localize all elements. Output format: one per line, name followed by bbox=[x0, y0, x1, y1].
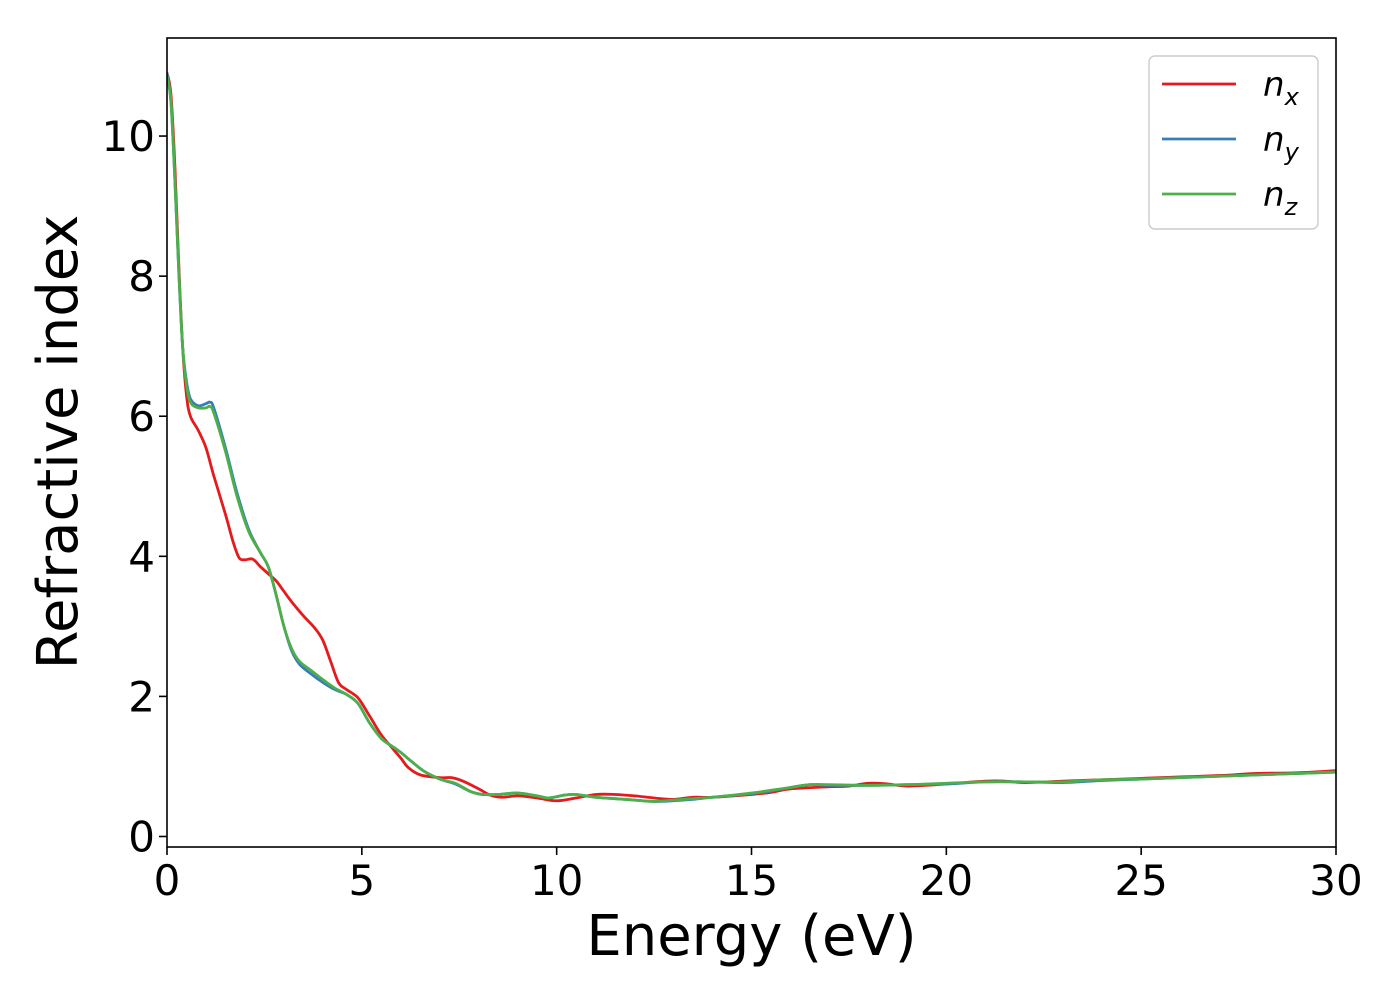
x-tick-label: 0 bbox=[154, 856, 181, 905]
legend-box bbox=[1148, 55, 1319, 230]
y-tick-label: 8 bbox=[128, 252, 155, 301]
y-tick-label: 4 bbox=[128, 532, 155, 581]
x-tick-label: 30 bbox=[1309, 856, 1362, 905]
x-tick-label: 10 bbox=[530, 856, 583, 905]
series-line-nz bbox=[167, 75, 1336, 803]
x-tick-label: 25 bbox=[1114, 856, 1167, 905]
x-tick-label: 15 bbox=[725, 856, 778, 905]
plot-frame bbox=[166, 37, 1337, 848]
y-axis-ticks: 0 2 4 6 8 10 bbox=[102, 112, 167, 861]
x-tick-label: 20 bbox=[920, 856, 973, 905]
series-layer bbox=[167, 71, 1336, 803]
x-axis-ticks: 0 5 10 15 20 25 30 bbox=[154, 847, 1363, 905]
y-axis-label: Refractive index bbox=[26, 215, 91, 670]
y-tick-label: 6 bbox=[128, 392, 155, 441]
x-tick-label: 5 bbox=[348, 856, 375, 905]
x-axis-label: Energy (eV) bbox=[586, 904, 916, 969]
y-tick-label: 2 bbox=[128, 672, 155, 721]
y-tick-label: 10 bbox=[102, 112, 155, 161]
y-tick-label: 0 bbox=[128, 812, 155, 861]
